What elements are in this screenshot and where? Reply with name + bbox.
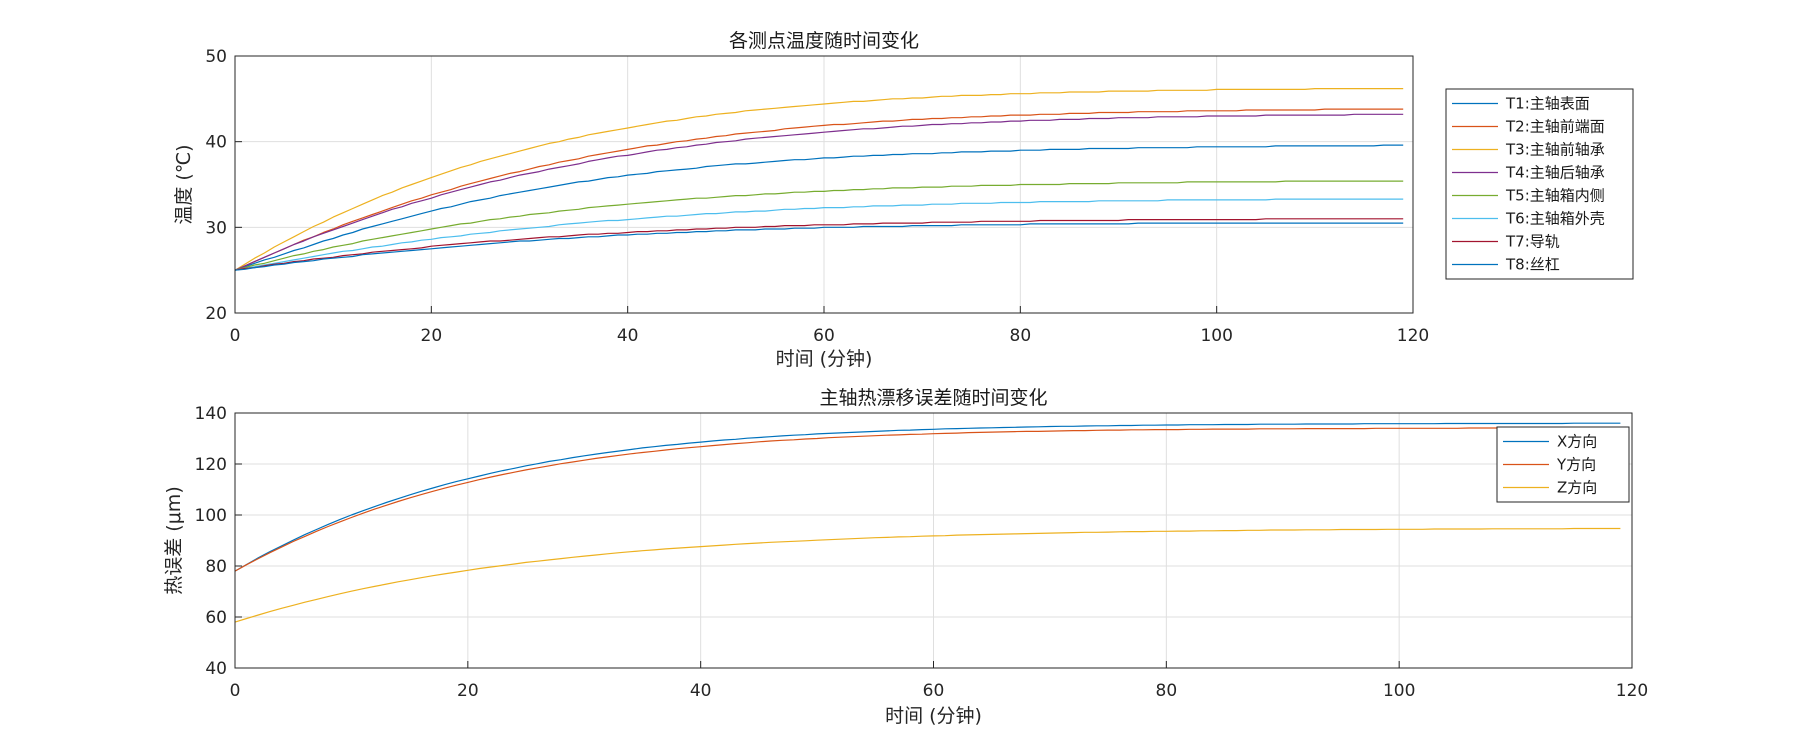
legend-entry: T4:主轴后轴承 <box>1505 164 1605 182</box>
x-tick-label: 0 <box>230 326 241 346</box>
series-line-4 <box>234 113 1404 271</box>
x-tick-label: 80 <box>1156 681 1178 701</box>
x-tick-label: 40 <box>617 326 639 346</box>
y-tick-label: 40 <box>205 659 227 679</box>
chart-title: 各测点温度随时间变化 <box>729 30 919 52</box>
legend-entry: Y方向 <box>1556 456 1596 474</box>
x-tick-label: 80 <box>1010 326 1032 346</box>
x-tick-label: 100 <box>1383 681 1415 701</box>
series-line-2 <box>234 108 1404 271</box>
y-tick-label: 140 <box>195 404 227 424</box>
legend-entry: T6:主轴箱外壳 <box>1505 210 1605 228</box>
series-line-3 <box>234 527 1621 623</box>
y-axis-label: 温度 (℃) <box>173 144 195 224</box>
x-tick-label: 20 <box>421 326 443 346</box>
y-tick-label: 20 <box>205 304 227 324</box>
x-tick-label: 120 <box>1397 326 1429 346</box>
chart-title: 主轴热漂移误差随时间变化 <box>819 387 1047 409</box>
y-tick-label: 80 <box>205 557 227 577</box>
legend-entry: T1:主轴表面 <box>1505 95 1590 113</box>
y-tick-label: 50 <box>205 47 227 67</box>
y-tick-label: 40 <box>205 133 227 153</box>
y-tick-label: 60 <box>205 608 227 628</box>
series-line-6 <box>234 198 1404 271</box>
legend-entry: T5:主轴箱内侧 <box>1505 187 1605 205</box>
y-tick-label: 30 <box>205 218 227 238</box>
y-tick-label: 100 <box>195 506 227 526</box>
series-line-1 <box>234 144 1404 271</box>
series-line-3 <box>234 87 1404 271</box>
legend-entry: X方向 <box>1557 433 1597 451</box>
x-axis-label: 时间 (分钟) <box>776 348 873 370</box>
x-tick-label: 100 <box>1200 326 1232 346</box>
legend-entry: T7:导轨 <box>1505 233 1560 251</box>
y-axis-label: 热误差 (μm) <box>163 486 185 594</box>
x-tick-label: 0 <box>230 681 241 701</box>
series-line-2 <box>234 427 1621 572</box>
y-tick-label: 120 <box>195 455 227 475</box>
series-line-5 <box>234 180 1404 271</box>
x-tick-label: 60 <box>923 681 945 701</box>
x-tick-label: 40 <box>690 681 712 701</box>
x-tick-label: 20 <box>457 681 479 701</box>
x-tick-label: 120 <box>1616 681 1648 701</box>
series-line-7 <box>234 218 1404 271</box>
x-axis-label: 时间 (分钟) <box>885 705 982 727</box>
series-line-1 <box>234 422 1621 572</box>
legend-entry: T2:主轴前端面 <box>1505 118 1605 136</box>
thermal-error-chart: 0 20 40 60 80 100 120 40 60 80 100 120 140 主轴热漂移误差随时间… <box>163 387 1648 727</box>
legend-entry: T8:丝杠 <box>1505 256 1560 274</box>
x-tick-label: 60 <box>813 326 835 346</box>
legend-box <box>1445 88 1634 280</box>
legend-entry: Z方向 <box>1557 479 1597 497</box>
legend-entry: T3:主轴前轴承 <box>1505 141 1605 159</box>
series-line-8 <box>234 222 1404 271</box>
